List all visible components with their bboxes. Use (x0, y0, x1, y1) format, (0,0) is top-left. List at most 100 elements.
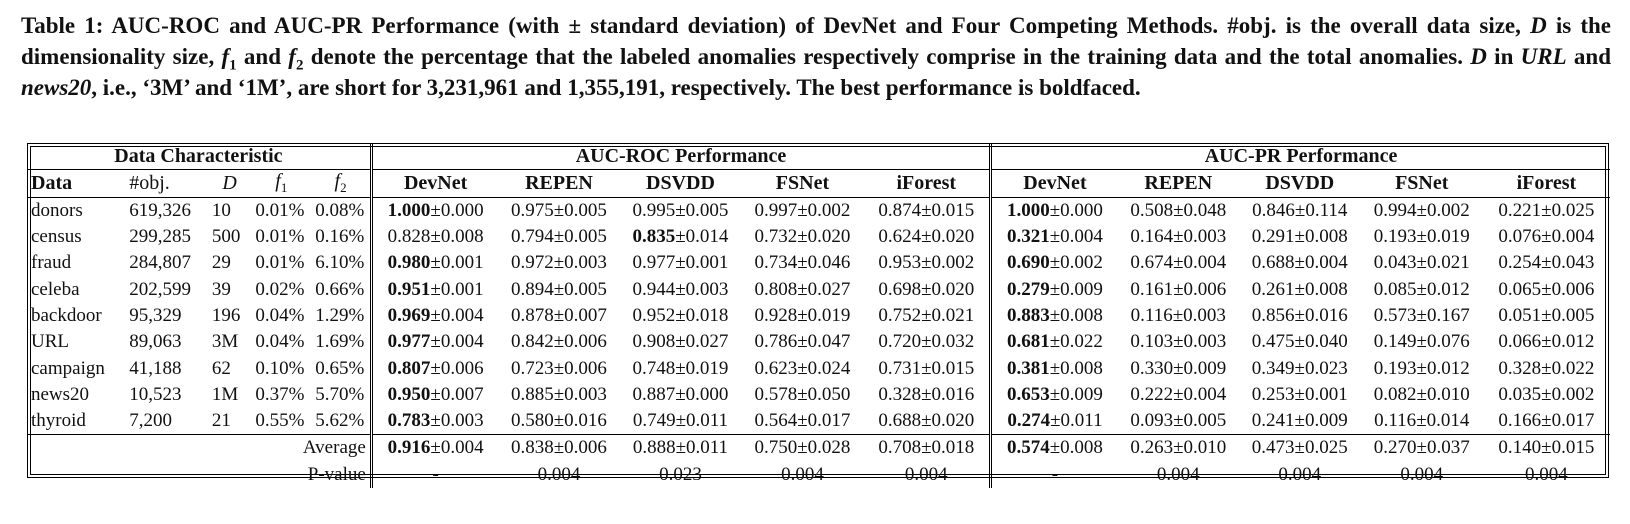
table-caption: Table 1: AUC-ROC and AUC-PR Performance … (21, 13, 1612, 100)
metric-value: 0.149 (1373, 331, 1417, 353)
metric-std: ±0.009 (1173, 357, 1227, 379)
roc-dsvdd: 0.995±0.005 (619, 197, 741, 224)
col-roc-fsnet: FSNet (741, 169, 864, 198)
metric-std: ±0.007 (430, 383, 484, 405)
col-roc-repen: REPEN (498, 169, 620, 198)
pr-iforest: 0.066±0.012 (1483, 329, 1610, 355)
pr-iforest: 0.221±0.025 (1483, 197, 1610, 224)
dataset-name: celeba (31, 278, 80, 300)
metric-value: 0.698 (878, 278, 922, 300)
metric-value: 0.066 (1498, 331, 1542, 353)
avg-pr-fsnet: 0.270±0.037 (1360, 434, 1483, 462)
roc-fsnet: 0.928±0.019 (741, 303, 863, 329)
dataset-f2: 0.16% (311, 223, 373, 251)
pr-repen: 0.222±0.004 (1118, 382, 1239, 408)
group-data-characteristic: Data Characteristic (27, 143, 373, 171)
dataset-f2: 1.29% (311, 302, 373, 330)
metric-std: ±0.005 (553, 226, 607, 248)
metric-value: 0.085 (1373, 278, 1417, 300)
dataset-name: fraud (31, 252, 72, 274)
pr-repen: 0.330±0.009 (1118, 355, 1239, 381)
roc-repen: 0.894±0.005 (498, 276, 619, 302)
metric-std: ±0.032 (921, 331, 975, 353)
dataset-obj: 10,523 (129, 383, 182, 405)
metric-value: 0.951 (387, 278, 431, 300)
metric-std: ±0.001 (675, 252, 729, 274)
metric-value: 0.193 (1373, 226, 1417, 248)
metric-value: 0.708 (878, 437, 922, 459)
pr-devnet: 0.381±0.008 (991, 355, 1118, 381)
dataset-dim: 500 (211, 226, 241, 248)
pvalue-roc-iforest: 0.004 (863, 461, 993, 488)
metric-std: ±0.020 (921, 226, 975, 248)
dataset-f2: 0.65% (311, 355, 373, 382)
roc-fsnet: 0.734±0.046 (741, 250, 863, 276)
metric-value: 0.908 (632, 331, 676, 353)
metric-std: ±0.023 (1294, 357, 1348, 379)
metric-value: 0.842 (511, 331, 554, 353)
metric-value: 0.274 (1007, 410, 1051, 432)
metric-std: ±0.050 (797, 383, 851, 405)
metric-std: ±0.002 (1541, 383, 1595, 405)
pvalue-pr-fsnet: 0.004 (1400, 463, 1444, 485)
metric-value: 0.883 (1006, 304, 1050, 326)
metric-value: 0.103 (1130, 331, 1174, 353)
dataset-f2: 5.70% (311, 381, 373, 408)
dataset-name: news20 (31, 383, 90, 405)
pr-iforest: 0.076±0.004 (1483, 224, 1610, 250)
avg-roc-fsnet: 0.750±0.028 (741, 434, 864, 462)
pr-repen: 0.508±0.048 (1118, 197, 1239, 224)
dataset-f1: 0.04% (255, 304, 305, 326)
metric-value: 0.166 (1498, 410, 1542, 432)
dataset-obj: 619,326 (129, 199, 191, 221)
metric-std: ±0.008 (1049, 304, 1103, 326)
pr-repen: 0.164±0.003 (1118, 224, 1239, 250)
dataset-name: backdoor (31, 304, 102, 326)
dataset-f1: 0.01% (255, 226, 305, 248)
metric-std: ±0.040 (1294, 331, 1348, 353)
average-row: Average 0.916±0.004 0.838±0.006 0.888±0.011… (27, 434, 1610, 462)
dataset-obj: 41,188 (129, 357, 182, 379)
average-label: Average (27, 434, 373, 462)
metric-std: ±0.006 (430, 357, 484, 379)
pvalue-pr-devnet: - (1051, 463, 1059, 485)
metric-value: 0.279 (1006, 278, 1050, 300)
dataset-name: URL (31, 331, 69, 353)
pr-devnet: 1.000±0.000 (991, 197, 1118, 224)
roc-devnet: 0.977±0.004 (371, 329, 498, 355)
metric-std: ±0.003 (553, 252, 607, 274)
metric-std: ±0.025 (1294, 437, 1348, 459)
metric-std: ±0.009 (1049, 383, 1103, 405)
roc-repen: 0.885±0.003 (498, 382, 619, 408)
metric-std: ±0.006 (1541, 278, 1595, 300)
metric-std: ±0.008 (1049, 437, 1103, 459)
metric-value: 0.263 (1130, 437, 1174, 459)
dataset-name: donors (31, 199, 83, 221)
metric-std: ±0.006 (553, 357, 607, 379)
pr-fsnet: 0.085±0.012 (1361, 276, 1483, 302)
metric-std: ±0.000 (675, 383, 729, 405)
pvalue-pr-repen: 0.004 (1156, 463, 1200, 485)
metric-std: ±0.014 (1416, 410, 1470, 432)
dataset-dim: 3M (211, 331, 239, 353)
pr-dsvdd: 0.291±0.008 (1239, 224, 1361, 250)
metric-value: 0.977 (632, 252, 676, 274)
metric-value: 0.894 (511, 278, 554, 300)
metric-std: ±0.003 (1173, 226, 1227, 248)
dataset-dim: 29 (211, 252, 231, 274)
roc-fsnet: 0.808±0.027 (741, 276, 863, 302)
metric-value: 0.330 (1130, 357, 1174, 379)
metric-std: ±0.002 (1049, 252, 1103, 274)
metric-value: 0.065 (1498, 278, 1542, 300)
metric-value: 0.043 (1373, 252, 1417, 274)
metric-value: 0.752 (878, 304, 922, 326)
metric-value: 0.878 (511, 304, 554, 326)
pvalue-pr-iforest: 0.004 (1525, 463, 1568, 485)
roc-fsnet: 0.786±0.047 (741, 329, 863, 355)
metric-std: ±0.016 (553, 410, 607, 432)
avg-pr-devnet: 0.574±0.008 (990, 434, 1118, 462)
metric-value: 0.808 (754, 278, 798, 300)
pr-devnet: 0.274±0.011 (991, 408, 1118, 435)
metric-value: 1.000 (387, 199, 431, 221)
metric-value: 0.969 (387, 304, 431, 326)
